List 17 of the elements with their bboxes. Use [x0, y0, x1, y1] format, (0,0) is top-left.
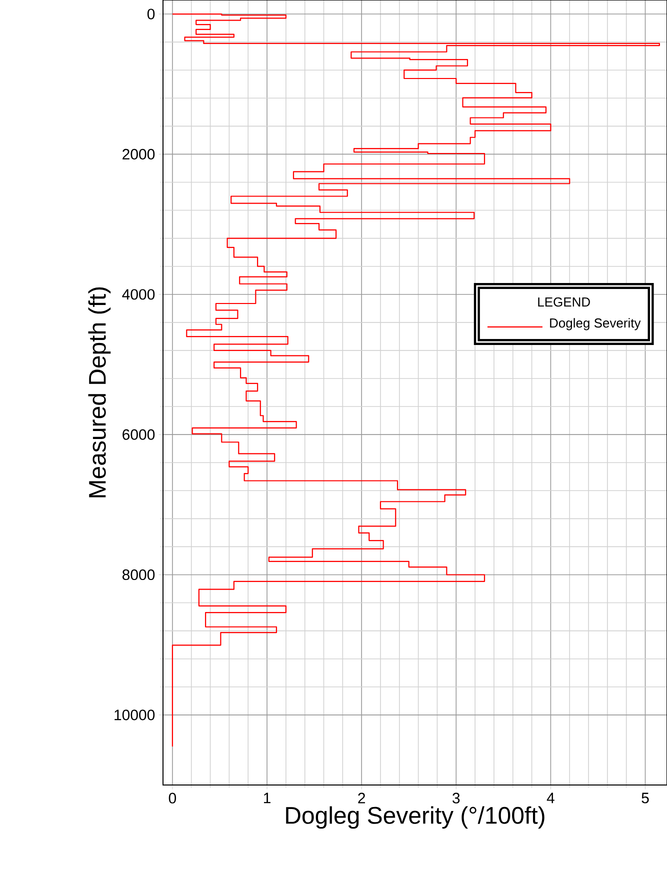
x-axis-title: Dogleg Severity (°/100ft)	[286, 806, 544, 829]
y-tick-label: 2000	[122, 148, 155, 160]
y-tick-label: 4000	[122, 289, 155, 300]
y-tick-label: 6000	[122, 429, 155, 440]
x-tick-label: 3	[452, 792, 460, 804]
x-tick-label: 4	[546, 792, 554, 804]
legend-title: LEGEND	[538, 297, 590, 307]
x-tick-label: 2	[358, 792, 365, 804]
line-series	[172, 13, 660, 748]
x-tick-label: 0	[168, 792, 176, 804]
y-axis-title: Measured Depth (ft)	[88, 287, 111, 498]
x-tick-label: 5	[642, 792, 649, 804]
y-tick-label: 10000	[114, 710, 155, 720]
y-tick-label: 8000	[122, 569, 155, 580]
legend-label: Dogleg Severity	[550, 318, 641, 330]
y-tick-label: 0	[147, 8, 155, 20]
x-tick-label: 1	[264, 792, 270, 804]
